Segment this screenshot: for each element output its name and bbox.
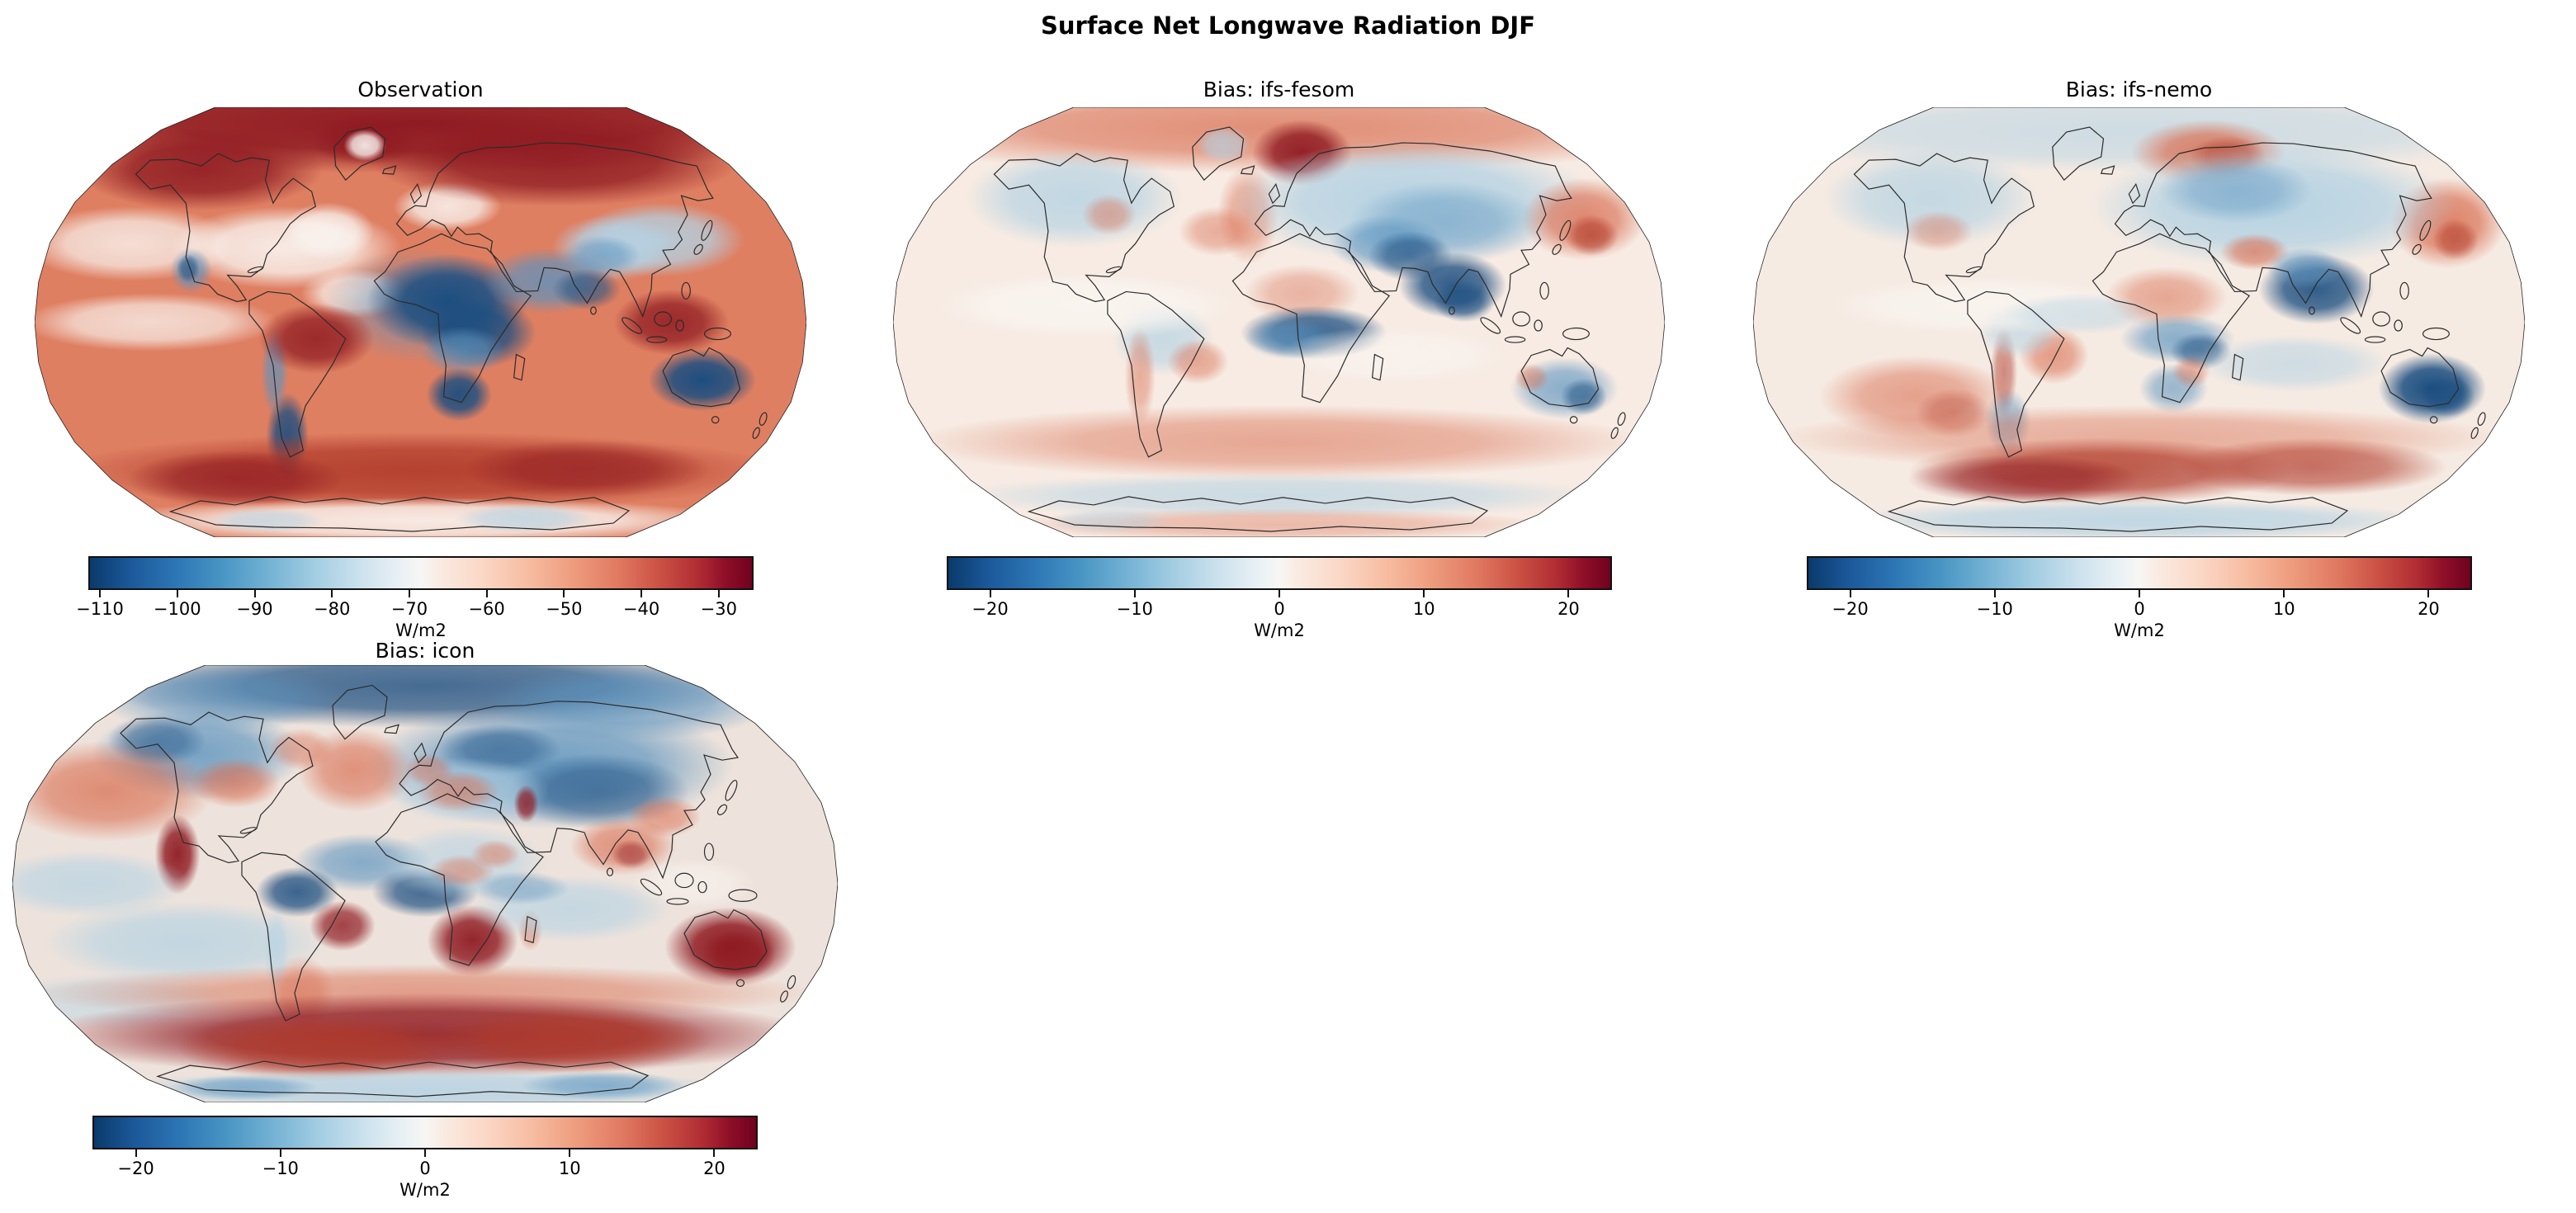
colorbar-tick xyxy=(2139,590,2140,597)
colorbar-tick xyxy=(640,590,643,597)
panel-title-bias-ifs-fesom: Bias: ifs-fesom xyxy=(1203,78,1355,101)
colorbar-tick-label: 20 xyxy=(1557,599,1580,619)
colorbar-tick xyxy=(1567,590,1570,597)
colorbar-tick-label: −90 xyxy=(236,599,273,619)
colorbar-tick-label: −10 xyxy=(1116,599,1153,619)
map-bias-icon xyxy=(12,665,838,1102)
colorbar-tick xyxy=(2427,590,2430,597)
colorbar-tick-label: −60 xyxy=(468,599,505,619)
colorbar-tick xyxy=(563,590,565,597)
colorbar-tick xyxy=(485,590,488,597)
map-bias-ifs-fesom xyxy=(893,107,1665,537)
colorbar-bias-ifs-fesom xyxy=(947,556,1612,590)
color-field xyxy=(893,107,1665,537)
colorbar-bias-ifs-nemo xyxy=(1807,556,2472,590)
colorbar-tick-label: −40 xyxy=(622,599,660,619)
colorbar-tick-label: 0 xyxy=(1274,599,1285,619)
colorbar-tick-label: −70 xyxy=(390,599,428,619)
colorbar-tick-label: −20 xyxy=(117,1159,154,1178)
colorbar-tick xyxy=(408,590,410,597)
panel-title-bias-ifs-nemo: Bias: ifs-nemo xyxy=(2065,78,2213,101)
colorbar-tick xyxy=(717,590,720,597)
colorbar-tick-label: −20 xyxy=(971,599,1009,619)
color-field xyxy=(35,107,806,537)
color-field xyxy=(12,665,838,1102)
colorbar-tick-label: −50 xyxy=(546,599,583,619)
colorbar-bias-icon xyxy=(92,1116,758,1149)
map-bias-ifs-nemo xyxy=(1753,107,2525,537)
colorbar-tick xyxy=(713,1149,716,1157)
colorbar-tick xyxy=(569,1149,571,1157)
colorbar-unit-observation: W/m2 xyxy=(395,621,447,640)
colorbar-tick xyxy=(2283,590,2285,597)
colorbar-unit-bias-icon: W/m2 xyxy=(399,1180,451,1200)
colorbar-tick-label: 10 xyxy=(1412,599,1435,619)
colorbar-tick xyxy=(1133,590,1136,597)
colorbar-observation xyxy=(88,556,754,590)
colorbar-tick xyxy=(1423,590,1425,597)
colorbar-tick-label: −10 xyxy=(1976,599,2013,619)
colorbar-ticks-observation: −110 −100 −90 −80 −70 −60 −50 −40 −30 xyxy=(76,590,754,626)
colorbar-tick-label: −110 xyxy=(76,599,124,619)
colorbar-ticks-bias-ifs-fesom: −20 −10 0 10 20 xyxy=(947,590,1612,626)
colorbar-tick-label: 10 xyxy=(2272,599,2295,619)
figure-title: Surface Net Longwave Radiation DJF xyxy=(1040,12,1536,40)
colorbar-tick xyxy=(99,590,102,597)
colorbar-tick-label: 20 xyxy=(2418,599,2440,619)
panel-title-observation: Observation xyxy=(357,78,484,101)
colorbar-tick xyxy=(253,590,256,597)
panel-title-bias-icon: Bias: icon xyxy=(375,639,475,663)
colorbar-tick-label: −100 xyxy=(153,599,201,619)
colorbar-tick-label: 20 xyxy=(703,1159,726,1178)
colorbar-tick-label: −30 xyxy=(700,599,738,619)
map-observation xyxy=(35,107,806,537)
colorbar-tick xyxy=(424,1149,426,1157)
colorbar-tick xyxy=(989,590,991,597)
colorbar-tick xyxy=(1279,590,1280,597)
colorbar-tick xyxy=(135,1149,137,1157)
colorbar-tick-label: 10 xyxy=(558,1159,581,1178)
colorbar-unit-bias-ifs-fesom: W/m2 xyxy=(1254,621,1305,640)
color-field xyxy=(1753,107,2525,537)
colorbar-tick xyxy=(279,1149,281,1157)
colorbar-tick-label: 0 xyxy=(419,1159,431,1178)
colorbar-tick xyxy=(331,590,333,597)
colorbar-ticks-bias-icon: −20 −10 0 10 20 xyxy=(92,1149,758,1186)
colorbar-unit-bias-ifs-nemo: W/m2 xyxy=(2114,621,2165,640)
colorbar-tick xyxy=(176,590,178,597)
colorbar-tick-label: −10 xyxy=(262,1159,299,1178)
colorbar-tick-label: −20 xyxy=(1832,599,1869,619)
colorbar-tick-label: 0 xyxy=(2134,599,2145,619)
colorbar-tick-label: −80 xyxy=(314,599,351,619)
colorbar-tick xyxy=(1993,590,1996,597)
colorbar-tick xyxy=(1849,590,1851,597)
colorbar-ticks-bias-ifs-nemo: −20 −10 0 10 20 xyxy=(1807,590,2472,626)
